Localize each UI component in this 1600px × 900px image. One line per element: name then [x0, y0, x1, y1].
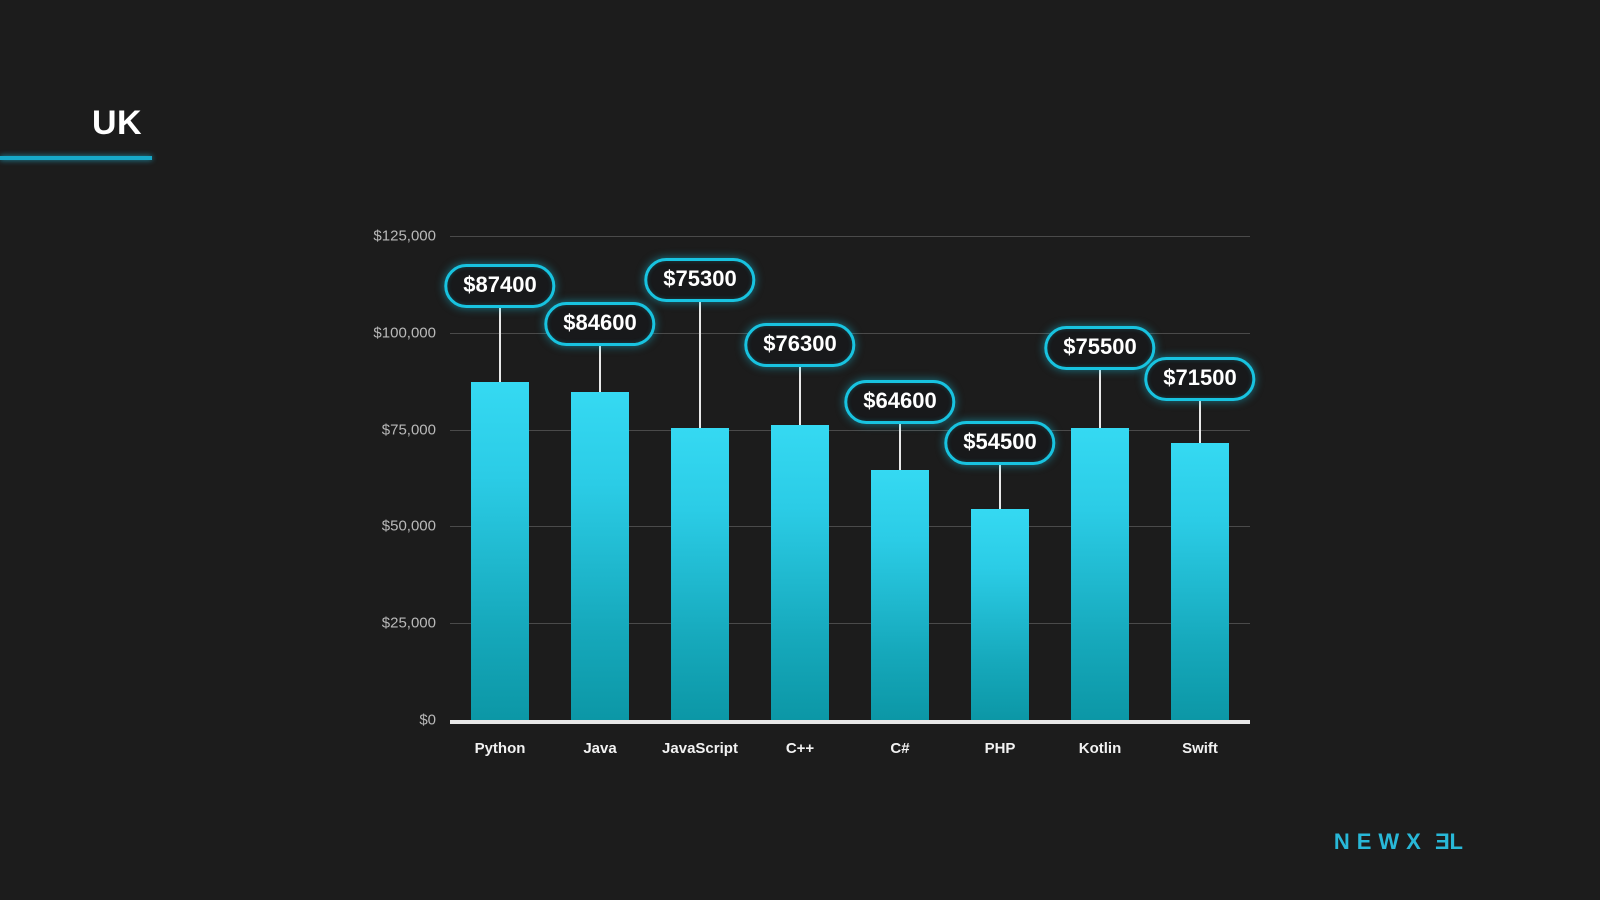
title-block: UK	[0, 100, 260, 160]
x-axis-category-label: PHP	[984, 740, 1016, 757]
gridline	[450, 236, 1250, 237]
callout-leader-line	[899, 419, 901, 470]
y-axis-tick-label: $0	[419, 711, 436, 729]
x-axis-category-label: C#	[890, 740, 910, 757]
gridline	[450, 429, 1250, 431]
y-axis-tick-label: $75,000	[381, 421, 436, 439]
bar[interactable]	[971, 508, 1029, 720]
bar[interactable]	[671, 428, 729, 720]
x-axis-category-label: JavaScript	[662, 740, 738, 757]
x-axis-category-label: Python	[474, 740, 526, 757]
title-underline-rule	[0, 156, 152, 160]
x-axis-baseline	[450, 720, 1250, 724]
callout-leader-line	[599, 342, 601, 393]
plot-area: $125,000 $100,000 $75,000 $50,000 $25,000 $0 …	[373, 228, 1256, 757]
bar[interactable]	[1071, 427, 1129, 720]
page-title: UK	[92, 104, 143, 142]
value-callout[interactable]: $71500	[1144, 357, 1256, 402]
callout-leader-line	[1099, 365, 1101, 428]
callout-leader-line	[799, 362, 801, 425]
newxel-logo: NEWX E L	[1334, 829, 1470, 855]
y-axis-tick-label: $25,000	[381, 614, 436, 632]
bar[interactable]	[871, 469, 929, 720]
value-callout[interactable]: $76300	[744, 322, 856, 367]
callout-leader-line	[1199, 397, 1201, 444]
x-axis-category-label: Kotlin	[1078, 740, 1122, 757]
bar-chart: $125,000 $100,000 $75,000 $50,000 $25,000 $0 …	[330, 210, 1270, 770]
callout-leader-line	[499, 303, 501, 382]
gridline	[450, 623, 1250, 625]
y-axis-tick-label: $50,000	[381, 517, 436, 535]
x-axis-category-label: C++	[785, 740, 815, 757]
value-callout[interactable]: $87400	[444, 263, 556, 308]
y-axis-tick-label: $125,000	[373, 227, 436, 245]
callout-leader-line	[699, 298, 701, 429]
callout-leader-line	[999, 460, 1001, 509]
value-callout[interactable]: $54500	[944, 420, 1056, 465]
x-axis-category-label: Java	[583, 740, 617, 757]
bar[interactable]	[571, 392, 629, 720]
value-callout[interactable]: $64600	[844, 379, 956, 424]
bar[interactable]	[1171, 443, 1229, 720]
value-callout[interactable]: $75500	[1044, 325, 1156, 370]
bar[interactable]	[471, 381, 529, 720]
logo-text-part-1: NEWX	[1333, 829, 1428, 854]
bar[interactable]	[771, 424, 829, 720]
x-axis-category-label: Swift	[1182, 740, 1218, 757]
y-axis-tick-label: $100,000	[373, 324, 436, 342]
logo-text-part-2: L	[1449, 829, 1470, 854]
gridline	[450, 526, 1250, 528]
logo-mirrored-e-glyph: E	[1427, 829, 1450, 854]
value-callout[interactable]: $75300	[644, 258, 756, 303]
value-callout[interactable]: $84600	[544, 302, 656, 347]
